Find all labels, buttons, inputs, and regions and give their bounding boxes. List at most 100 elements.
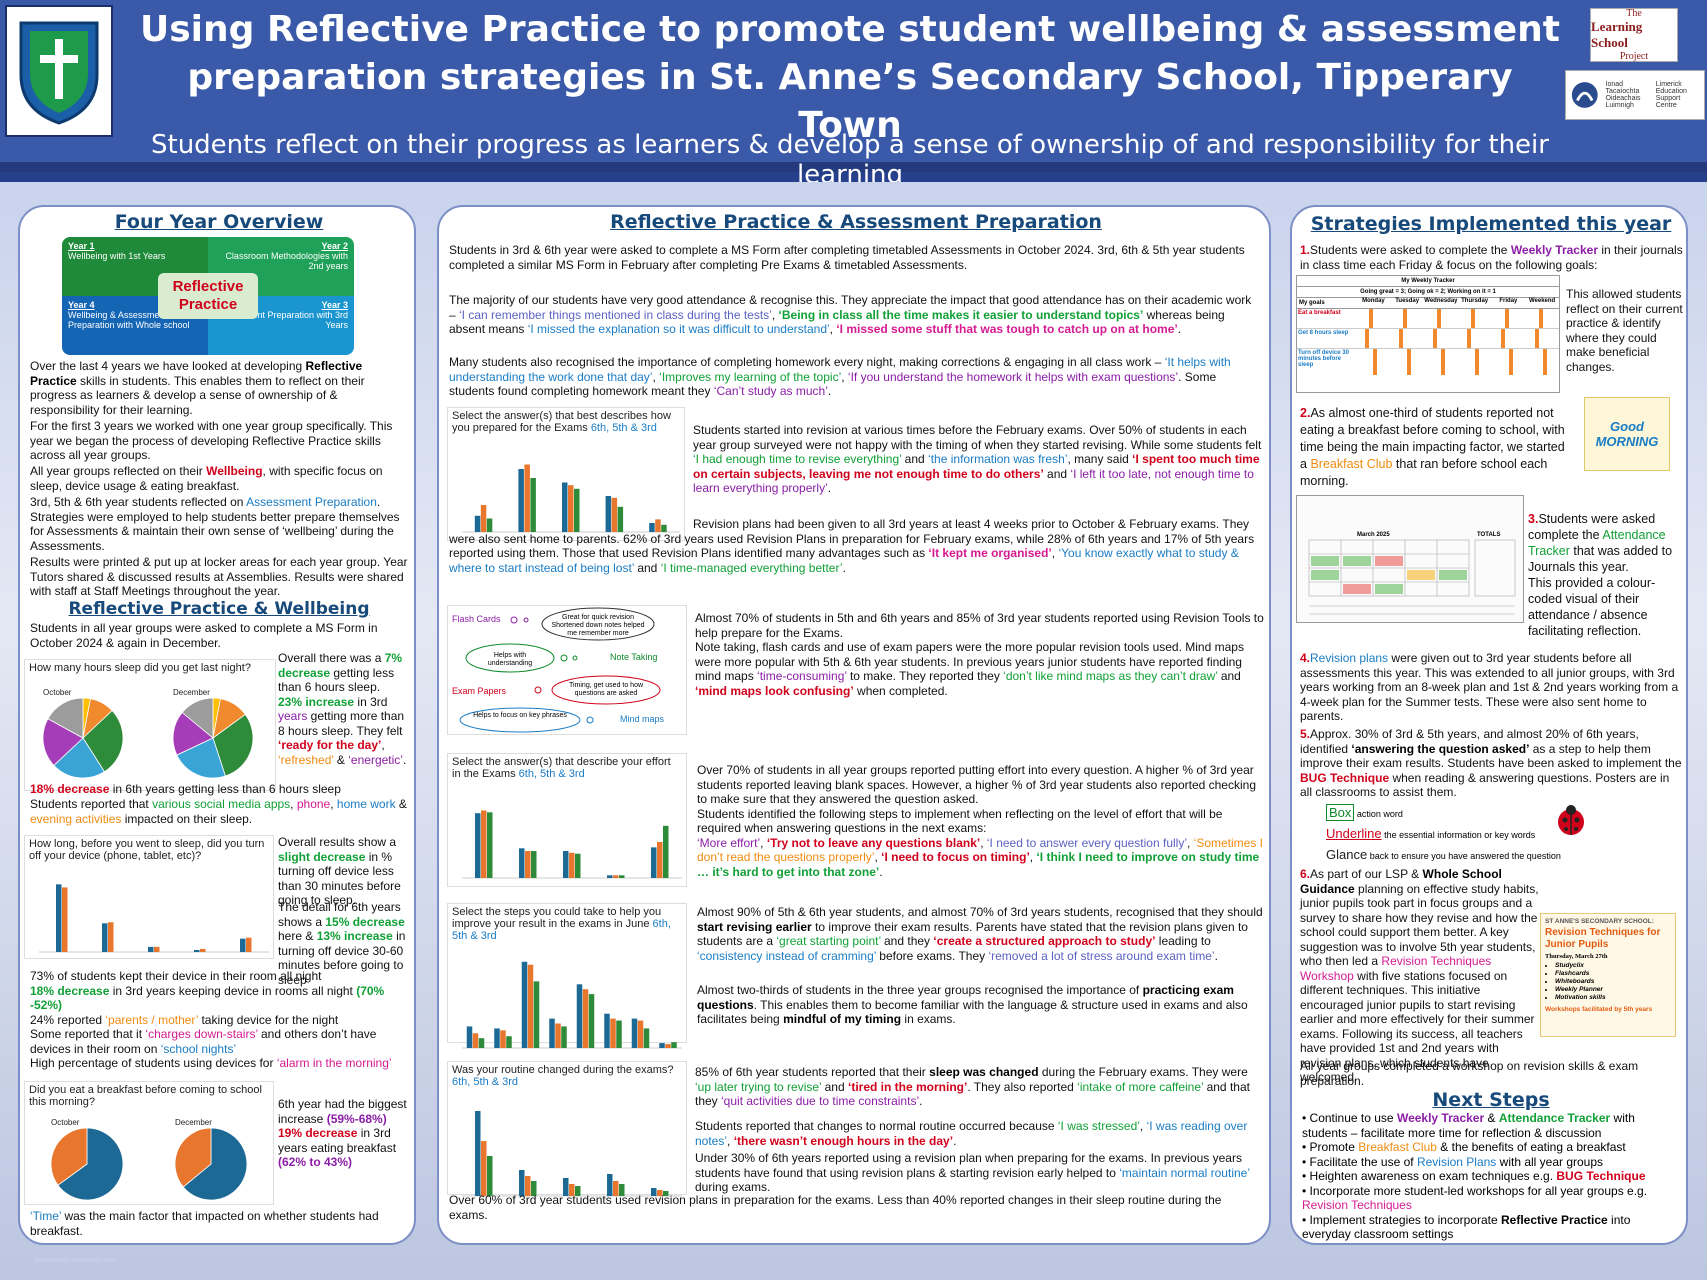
breakfast-summary-text: 6th year had the biggest increase (59%-6… xyxy=(278,1097,407,1169)
improve-bar xyxy=(582,989,589,1048)
revision-tools-paragraph: Almost 70% of students in 5th and 6th ye… xyxy=(695,611,1264,698)
device-chart-title: How long, before you went to sleep, did … xyxy=(29,838,265,862)
effort-bar xyxy=(563,851,569,878)
effort-bar xyxy=(519,848,525,878)
device-summary-text: Overall results show a slight decrease i… xyxy=(278,835,401,907)
device-bar xyxy=(154,946,160,952)
effort-chart-title: Select the answer(s) that describe your … xyxy=(452,756,671,780)
left-panel: Four Year Overview Year 1 Wellbeing with … xyxy=(18,205,416,1245)
improve-bar xyxy=(659,1043,665,1048)
next-steps-heading: Next Steps xyxy=(1432,1089,1550,1111)
strategy-3-text: 3.Students were asked complete the Atten… xyxy=(1528,512,1673,638)
assessment-intro: Students in 3rd & 6th year were asked to… xyxy=(449,243,1245,272)
year2-box: Year 2 Classroom Methodologies with 2nd y… xyxy=(208,237,354,296)
improve-bar xyxy=(527,964,534,1048)
ladybug-icon xyxy=(1554,803,1588,837)
routine-paragraph: 85% of 6th year students reported that t… xyxy=(695,1065,1250,1108)
effort-bar xyxy=(487,812,493,878)
device-bar xyxy=(148,946,154,952)
routine-bar xyxy=(519,1170,525,1196)
sleep-pie-slice xyxy=(212,713,254,777)
improve-bar xyxy=(549,1018,555,1048)
routine-bar xyxy=(475,1111,481,1196)
weekly-tracker-scale: Going great = 3; Going ok = 2; Working o… xyxy=(1297,287,1559,298)
sleep-pie-slice xyxy=(172,711,214,756)
improve-bar xyxy=(631,1018,638,1048)
pie-label: October xyxy=(43,688,72,697)
routine-bar xyxy=(607,1174,613,1196)
improve-bar xyxy=(671,1042,677,1048)
practice-paragraph: Almost two-thirds of students in the thr… xyxy=(697,983,1248,1026)
effort-bars-svg xyxy=(462,810,682,879)
effort-bar xyxy=(607,875,613,878)
preparation-bar xyxy=(574,488,580,532)
overview-paragraph-2: For the first 3 years we worked with one… xyxy=(30,419,393,462)
routine-bar xyxy=(619,1184,625,1196)
strategy-5-text: 5.Approx. 30% of 3rd & 5th years, and al… xyxy=(1300,727,1682,799)
weekly-tracker-image: My Weekly Tracker Going great = 3; Going… xyxy=(1296,275,1560,393)
device-bar xyxy=(108,922,114,952)
effort-bar xyxy=(525,851,531,878)
effort-bar-chart: Select the answer(s) that describe your … xyxy=(447,753,687,887)
improve-bar xyxy=(610,1018,616,1048)
revision-tools-mindmap: Flash Cards Great for quick revision Sho… xyxy=(447,605,687,735)
final-paragraph: Over 60% of 3rd year students used revis… xyxy=(449,1193,1222,1222)
device-bar xyxy=(62,887,68,952)
poster-title: Using Reflective Practice to promote stu… xyxy=(140,9,1560,146)
limerick-logo-icon xyxy=(1571,82,1598,108)
strategy-2-text: 2.As almost one-third of students report… xyxy=(1300,406,1565,488)
mindmap-bubble-3: Timing, get used to how questions are as… xyxy=(568,682,644,697)
effort-bar xyxy=(531,851,537,878)
pie-label: December xyxy=(173,688,210,697)
sleep-pie-slice xyxy=(53,737,105,779)
attendance-totals: TOTALS xyxy=(1477,532,1501,538)
device-bar xyxy=(194,949,200,952)
sleep-pie-slice xyxy=(47,697,84,739)
mindmap-svg xyxy=(459,607,661,733)
sleep-summary-text: Overall there was a 7% decrease getting … xyxy=(278,651,407,767)
homework-paragraph: Many students also recognised the import… xyxy=(449,355,1231,398)
preparation-bar xyxy=(611,497,618,532)
preparation-bars-svg xyxy=(462,464,680,533)
next-steps-list: Continue to use Weekly Tracker & Attenda… xyxy=(1302,1111,1682,1242)
preparation-bar xyxy=(474,515,481,532)
poster-header: Using Reflective Practice to promote stu… xyxy=(0,0,1707,190)
footer-credit: www.PosterPresentations.com xyxy=(34,1258,116,1264)
next-step-item: Facilitate the use of Revision Plans wit… xyxy=(1302,1155,1682,1170)
routine-chart-title: Was your routine changed during the exam… xyxy=(452,1064,674,1076)
improve-bar xyxy=(494,1028,500,1048)
device-detail-text: The detail for 6th years shows a 15% dec… xyxy=(278,900,406,987)
improve-bar xyxy=(604,1013,610,1048)
revision-techniques-poster: ST ANNE'S SECONDARY SCHOOL: Revision Tec… xyxy=(1540,913,1676,1037)
revision-timing-paragraph: Students started into revision at variou… xyxy=(693,423,1262,495)
preparation-bar xyxy=(568,485,574,532)
sleep-media-text: Students reported that various social me… xyxy=(30,797,407,826)
improve-bar xyxy=(533,981,540,1048)
breakfast-pie-slice xyxy=(174,1127,212,1188)
breakfast-pies-svg: October December xyxy=(50,1118,248,1201)
bug-underline-letter: Underline xyxy=(1326,826,1382,841)
four-year-cycle-diagram: Year 1 Wellbeing with 1st Years Year 2 Cla… xyxy=(62,237,354,355)
improve-bar xyxy=(478,1038,485,1048)
reflective-practice-center: Reflective Practice xyxy=(158,273,258,319)
preparation-bar xyxy=(530,478,536,532)
routine-bar xyxy=(613,1181,619,1196)
school-crest-logo xyxy=(5,5,113,137)
good-morning-image: Good MORNING xyxy=(1584,397,1670,471)
weekly-tracker-title: My Weekly Tracker xyxy=(1297,276,1559,287)
routine-plans-paragraph: Under 30% of 6th years reported using a … xyxy=(695,1151,1250,1194)
preparation-bar xyxy=(605,496,612,532)
preparation-bar xyxy=(661,524,667,532)
effort-paragraph: Over 70% of students in all year groups … xyxy=(697,763,1264,879)
routine-bar xyxy=(531,1181,537,1196)
preparation-bar xyxy=(655,519,661,532)
effort-bar xyxy=(475,813,481,878)
middle-panel: Reflective Practice & Assessment Prepara… xyxy=(437,205,1271,1245)
breakfast-pie-slice xyxy=(57,1127,124,1201)
improve-bar xyxy=(588,994,595,1048)
routine-bar xyxy=(563,1178,569,1196)
device-bar xyxy=(102,923,108,952)
strategy-1-text: 1.Students were asked to complete the We… xyxy=(1300,243,1683,272)
weekly-tracker-header-row: My goals Monday Tuesday Wednesday Thursday F… xyxy=(1297,298,1559,309)
device-bar xyxy=(56,884,62,952)
